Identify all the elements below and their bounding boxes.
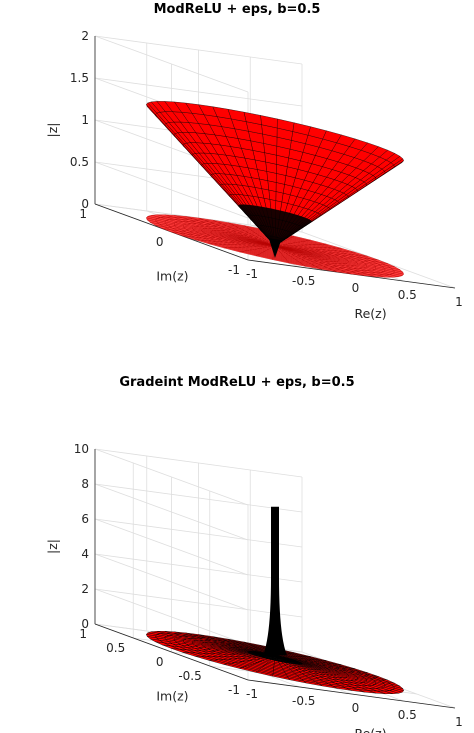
y-tick-label: 0 [156, 235, 164, 249]
x-axis-line [247, 679, 456, 709]
cone-facet [164, 101, 182, 113]
z-tick-label: 0 [81, 197, 89, 211]
gradient-spike [263, 506, 287, 656]
z-tick-label: 8 [81, 477, 89, 491]
axis-labels: Re(z) Im(z) |z| [45, 123, 387, 322]
y-axis-line [94, 623, 249, 681]
tick-labels: 00.511.52-1 -0.5 0 0.5 1-101 [70, 29, 463, 309]
x-axis-label: Re(z) [354, 306, 386, 321]
surface [145, 101, 405, 278]
y-tick-label: 1 [79, 207, 87, 221]
x-tick-label: 0.5 [398, 708, 417, 722]
z-tick-label: 1.5 [70, 71, 89, 85]
gradient-facet [164, 631, 182, 634]
chart-title: ModReLU + eps, b=0.5 [154, 2, 321, 17]
x-tick-label: 1 [455, 715, 463, 729]
y-tick-label: 0.5 [106, 641, 125, 655]
z-tick-label: 0 [81, 617, 89, 631]
surface [145, 506, 405, 694]
disk-facet [371, 258, 388, 264]
z-tick-label: 2 [81, 582, 89, 596]
x-tick-label: 0.5 [398, 288, 417, 302]
axes [94, 449, 456, 709]
cone-facet [275, 191, 284, 203]
x-tick-label: -1 [246, 687, 258, 701]
z-axis-label: |z| [45, 123, 60, 138]
chart-modrelu: ModReLU + eps, b=0.5 0 0.5 1 1.5 2 -1 -0.5 0 0.5 1… [45, 2, 463, 321]
tick-labels: 0 2 4 6 8 10 -1 -0.5 0 0.5 1 -1 -0.5 0 0.5 1 [74, 442, 463, 729]
axis-labels: Re(z) Im(z) |z| [45, 539, 387, 733]
x-tick-label: 0 [352, 701, 360, 715]
z-tick-label: 6 [81, 512, 89, 526]
x-tick-label: 0 [352, 281, 360, 295]
x-tick-label: -0.5 [292, 274, 315, 288]
z-tick-label: 4 [81, 547, 89, 561]
x-tick-label: -1 [246, 267, 258, 281]
x-axis-label: Re(z) [354, 726, 386, 733]
y-tick-label: -1 [228, 263, 240, 277]
y-axis-label: Im(z) [156, 688, 188, 703]
cone-tip [268, 238, 282, 258]
y-tick-label: 1 [79, 627, 87, 641]
x-tick-label: 1 [455, 295, 463, 309]
chart-title: Gradeint ModReLU + eps, b=0.5 [119, 375, 354, 390]
z-axis-label: |z| [45, 539, 60, 554]
y-axis-label: Im(z) [156, 268, 188, 283]
z-tick-label: 2 [81, 29, 89, 43]
x-tick-label: -0.5 [292, 694, 315, 708]
y-tick-label: -1 [228, 683, 240, 697]
z-tick-label: 10 [74, 442, 89, 456]
y-tick-label: -0.5 [178, 669, 201, 683]
z-tick-label: 1 [81, 113, 89, 127]
y-tick-label: 0 [156, 655, 164, 669]
z-tick-label: 0.5 [70, 155, 89, 169]
